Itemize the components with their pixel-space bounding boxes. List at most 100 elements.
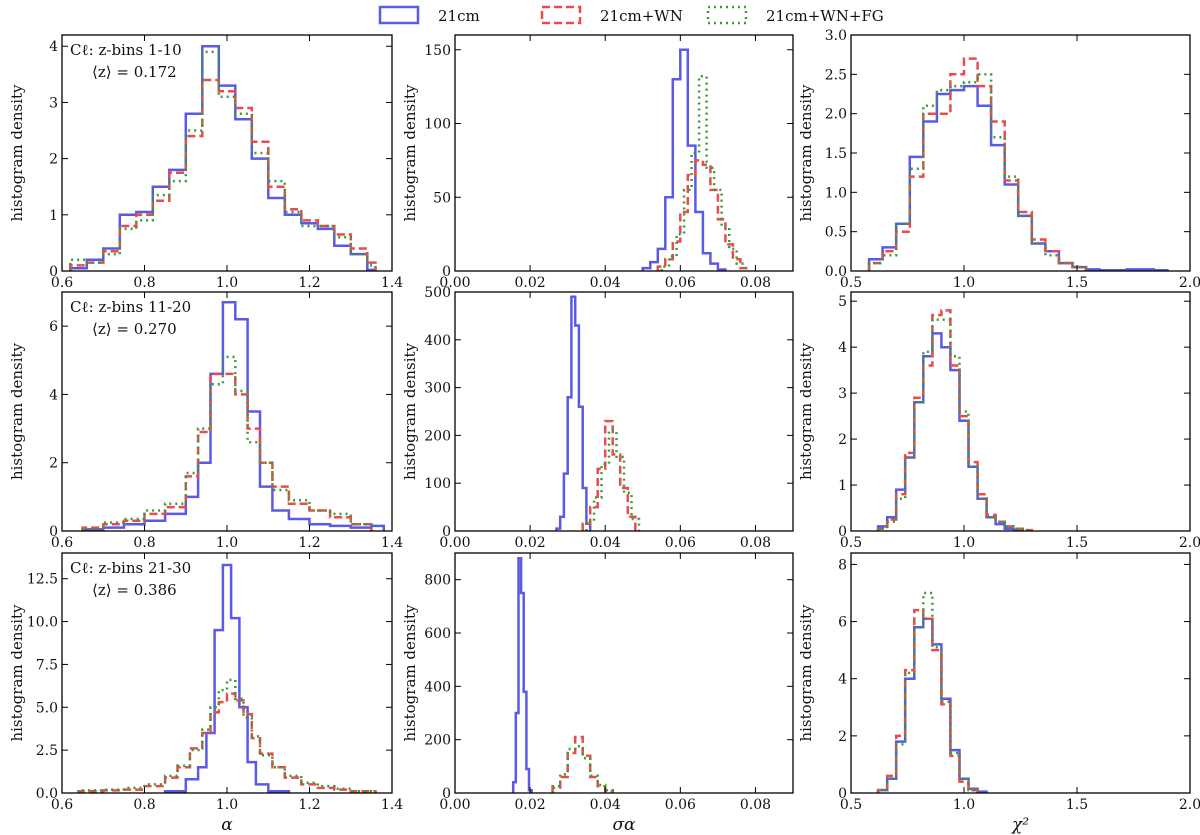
x-tick-label: 0.08: [740, 275, 771, 291]
panel-9: 0.5 1.0 1.5 2.0 0 2 4 6 8 histogram density χ²: [797, 552, 1200, 835]
x-tick-label: 0.6: [51, 535, 73, 551]
x-tick-label: 0.08: [740, 535, 771, 551]
y-tick-label: 7.5: [36, 657, 58, 673]
series-21cm: [511, 557, 533, 793]
y-tick-label: 5: [838, 294, 847, 310]
y-axis-label: histogram density: [797, 342, 815, 480]
y-tick-label: 5.0: [36, 700, 58, 716]
y-tick-label: 0: [442, 524, 451, 540]
x-axis-label: σα: [612, 815, 636, 835]
x-tick-label: 2.0: [1179, 797, 1200, 813]
x-tick-label: 0.02: [515, 797, 546, 813]
x-tick-label: 0.8: [133, 275, 155, 291]
y-axis-label: histogram density: [8, 604, 26, 742]
x-tick-label: 1.2: [298, 797, 320, 813]
panel-5: 0.00 0.02 0.04 0.06 0.08 0 100 200 300 400 500 hist…: [401, 285, 794, 551]
x-tick-label: 0.06: [665, 535, 696, 551]
panel-annotation-bins: Cℓ: z-bins 21-30: [70, 559, 191, 577]
series-21cm-wn-fg: [81, 355, 373, 531]
series-21cm-wn: [69, 78, 377, 271]
x-tick-label: 0.5: [840, 535, 862, 551]
panel-annotation-mean-z: ⟨z⟩ = 0.386: [92, 581, 177, 599]
y-tick-label: 1.5: [825, 146, 847, 162]
axes-frame: [850, 291, 1191, 532]
x-tick-label: 1.2: [298, 535, 320, 551]
x-tick-label: 1.0: [216, 797, 238, 813]
y-tick-label: 2: [838, 432, 847, 448]
series-21cm-wn: [81, 372, 373, 531]
y-tick-label: 100: [424, 476, 451, 492]
x-tick-label: 0.06: [665, 797, 696, 813]
axes-frame: [850, 34, 1191, 272]
y-tick-label: 200: [424, 733, 451, 749]
y-tick-label: 12.5: [27, 572, 58, 588]
series-21cm-wn-fg: [551, 745, 614, 793]
legend-swatch-21cm-wn: [540, 5, 582, 25]
x-tick-label: 0.00: [439, 535, 470, 551]
legend-swatch-21cm: [378, 5, 420, 25]
x-tick-label: 0.06: [665, 275, 696, 291]
y-axis-label: histogram density: [797, 604, 815, 742]
legend-label-21cm-wn: 21cm+WN: [600, 7, 683, 25]
y-tick-label: 2.5: [36, 743, 58, 759]
panel-6: 0.5 1.0 1.5 2.0 0 1 2 3 4 5 histogram density: [797, 291, 1200, 551]
series-21cm: [555, 295, 592, 531]
legend-label-21cm: 21cm: [438, 7, 480, 25]
y-tick-label: 0: [838, 524, 847, 540]
y-tick-label: 200: [424, 428, 451, 444]
x-tick-label: 1.0: [216, 275, 238, 291]
x-tick-label: 0.8: [133, 797, 155, 813]
y-tick-label: 1.0: [825, 185, 847, 201]
series-21cm: [641, 48, 727, 271]
series-21cm-wn-fg: [876, 318, 1034, 532]
x-tick-label: 1.5: [1066, 275, 1088, 291]
x-tick-label: 1.4: [381, 535, 403, 551]
y-tick-label: 4: [49, 387, 58, 403]
axes-frame: [454, 552, 794, 794]
y-tick-label: 2: [49, 456, 58, 472]
y-tick-label: 0: [838, 786, 847, 802]
x-tick-label: 0.02: [515, 275, 546, 291]
y-axis-label: histogram density: [401, 84, 419, 222]
y-tick-label: 0: [442, 264, 451, 280]
y-tick-label: 2: [49, 152, 58, 168]
y-tick-label: 800: [424, 573, 451, 589]
panel-annotation-mean-z: ⟨z⟩ = 0.172: [92, 63, 177, 81]
y-tick-label: 2.0: [825, 107, 847, 123]
y-tick-label: 300: [424, 381, 451, 397]
legend: 21cm 21cm+WN 21cm+WN+FG: [378, 5, 884, 25]
y-tick-label: 0.5: [825, 225, 847, 241]
x-tick-label: 0.04: [590, 797, 621, 813]
y-axis-label: histogram density: [8, 84, 26, 222]
y-tick-label: 50: [433, 190, 451, 206]
panel-3: 0.5 1.0 1.5 2.00.00.51.01.52.02.53.0histogr…: [797, 28, 1200, 291]
series-21cm-wn: [77, 692, 377, 793]
x-tick-label: 0.00: [439, 275, 470, 291]
series-21cm: [876, 332, 1025, 532]
x-tick-label: 1.4: [381, 797, 403, 813]
x-tick-label: 1.5: [1066, 535, 1088, 551]
x-tick-label: 1.0: [953, 275, 975, 291]
y-tick-label: 600: [424, 626, 451, 642]
y-tick-label: 100: [424, 117, 451, 133]
series-21cm: [867, 84, 1169, 272]
y-tick-label: 3: [838, 386, 847, 402]
y-tick-label: 3.0: [825, 28, 847, 44]
y-tick-label: 0: [442, 786, 451, 802]
series-21cm-wn-fg: [77, 678, 377, 793]
series-21cm-wn: [551, 735, 614, 793]
x-tick-label: 0.08: [740, 797, 771, 813]
x-tick-label: 1.5: [1066, 797, 1088, 813]
legend-swatch-21cm-wn-fg: [706, 5, 748, 25]
y-tick-label: 400: [424, 333, 451, 349]
x-tick-label: 0.8: [133, 535, 155, 551]
y-tick-label: 0: [49, 264, 58, 280]
axes-frame: [850, 552, 1191, 794]
y-axis-label: histogram density: [8, 342, 26, 480]
y-tick-label: 8: [838, 557, 847, 573]
x-axis-label: α: [221, 815, 233, 835]
x-tick-label: 0.5: [840, 275, 862, 291]
y-tick-label: 4: [838, 340, 847, 356]
legend-label-21cm-wn-fg: 21cm+WN+FG: [766, 7, 884, 25]
